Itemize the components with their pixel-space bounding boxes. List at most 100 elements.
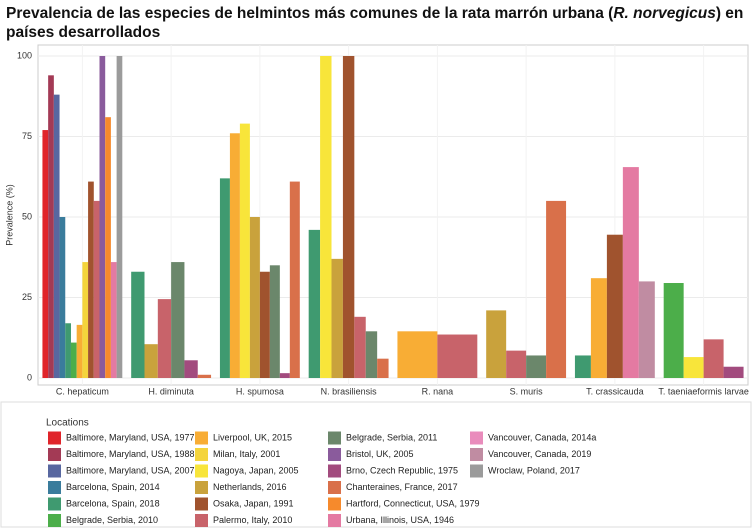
bar (82, 262, 89, 378)
legend-label: Urbana, Illinois, USA, 1946 (346, 515, 454, 525)
legend-title: Locations (46, 418, 89, 429)
chart-title: Prevalencia de las especies de helmintos… (6, 4, 746, 42)
bar (144, 344, 158, 378)
bar (65, 323, 71, 378)
legend-swatch (48, 481, 61, 494)
bar (703, 339, 724, 378)
bar (171, 262, 185, 378)
legend-swatch (195, 448, 208, 461)
bar (219, 178, 230, 378)
legend-label: Nagoya, Japan, 2005 (213, 465, 299, 475)
bar (437, 334, 478, 378)
legend-swatch (470, 464, 483, 478)
legend-label: Palermo, Italy, 2010 (213, 515, 292, 525)
bar (184, 360, 198, 378)
bar (320, 56, 332, 378)
bar (105, 117, 111, 379)
bar (308, 229, 321, 378)
bar (590, 278, 607, 378)
bar (486, 310, 507, 378)
bar (53, 94, 60, 378)
x-tick-label: C. hepaticum (56, 386, 109, 396)
bar (110, 262, 117, 378)
legend-swatch (48, 497, 61, 511)
bar (365, 331, 378, 378)
y-tick-label: 25 (22, 292, 32, 302)
x-tick-label: H. spumosa (236, 386, 284, 396)
legend-label: Barcelona, Spain, 2018 (66, 498, 160, 508)
legend-swatch (470, 431, 483, 445)
legend-swatch (48, 514, 61, 527)
bar (526, 355, 547, 378)
bar (229, 133, 240, 378)
legend-label: Vancouver, Canada, 2014a (488, 432, 596, 442)
x-tick-label: N. brasiliensis (321, 386, 378, 396)
y-tick-label: 75 (22, 131, 32, 141)
legend: Baltimore, Maryland, USA, 1977 Baltimore,… (48, 431, 596, 527)
legend-swatch (328, 481, 341, 494)
legend-label: Netherlands, 2016 (213, 482, 287, 492)
legend-swatch (328, 464, 341, 478)
bar (723, 366, 744, 378)
bar (638, 281, 655, 378)
bar (354, 316, 366, 378)
bar (88, 181, 94, 378)
title-part: Prevalencia de las especies de helmintos… (6, 5, 614, 22)
legend-label: Hartford, Connecticut, USA, 1979 (346, 498, 480, 508)
x-tick-label: T. crassicauda (586, 386, 644, 396)
legend-swatch (48, 431, 61, 445)
legend-label: Chanteraines, France, 2017 (346, 482, 458, 492)
bar (289, 181, 300, 378)
legend-swatch (195, 431, 208, 445)
legend-label: Vancouver, Canada, 2019 (488, 449, 591, 459)
legend-swatch (328, 497, 341, 511)
bar (259, 271, 270, 378)
legend-label: Belgrade, Serbia, 2010 (66, 515, 158, 525)
bar (606, 234, 623, 378)
legend-swatch (48, 464, 61, 478)
bar (70, 342, 77, 378)
bar (546, 200, 567, 378)
legend-label: Belgrade, Serbia, 2011 (346, 432, 437, 442)
legend-label: Baltimore, Maryland, USA, 2007 (66, 465, 195, 475)
bar (131, 271, 145, 378)
bar (239, 123, 250, 379)
y-tick-label: 50 (22, 211, 32, 221)
y-axis-label: Prevalence (%) (4, 184, 14, 246)
legend-swatch (195, 497, 208, 511)
x-tick-label: S. muris (510, 386, 544, 396)
legend-label: Osaka, Japan, 1991 (213, 498, 294, 508)
bar (342, 56, 355, 378)
y-tick-label: 0 (27, 372, 32, 382)
bar (249, 217, 260, 378)
bar (683, 357, 704, 378)
legend-swatch (328, 448, 341, 461)
legend-swatch (470, 448, 483, 461)
legend-box (0, 401, 752, 528)
legend-label: Baltimore, Maryland, USA, 1988 (66, 449, 195, 459)
legend-swatch (328, 431, 341, 445)
bar (42, 130, 49, 378)
legend-label: Milan, Italy, 2001 (213, 449, 280, 459)
legend-label: Barcelona, Spain, 2014 (66, 482, 160, 492)
legend-swatch (195, 481, 208, 494)
bar (663, 283, 684, 378)
bar (279, 373, 290, 378)
legend-swatch (48, 448, 61, 461)
x-tick-label: R. nana (422, 386, 454, 396)
bar (574, 355, 591, 378)
bar (93, 200, 100, 378)
bar (622, 167, 639, 378)
bar (397, 331, 438, 378)
legend-label: Bristol, UK, 2005 (346, 449, 414, 459)
title-part: ) en países desarrollados (6, 5, 744, 41)
bar (377, 358, 389, 378)
legend-label: Liverpool, UK, 2015 (213, 432, 292, 442)
x-tick-label: T. taeniaeformis larvae (658, 386, 749, 396)
bar (99, 56, 106, 378)
legend-swatch (195, 464, 208, 478)
bar (331, 258, 343, 378)
bar (76, 324, 83, 378)
